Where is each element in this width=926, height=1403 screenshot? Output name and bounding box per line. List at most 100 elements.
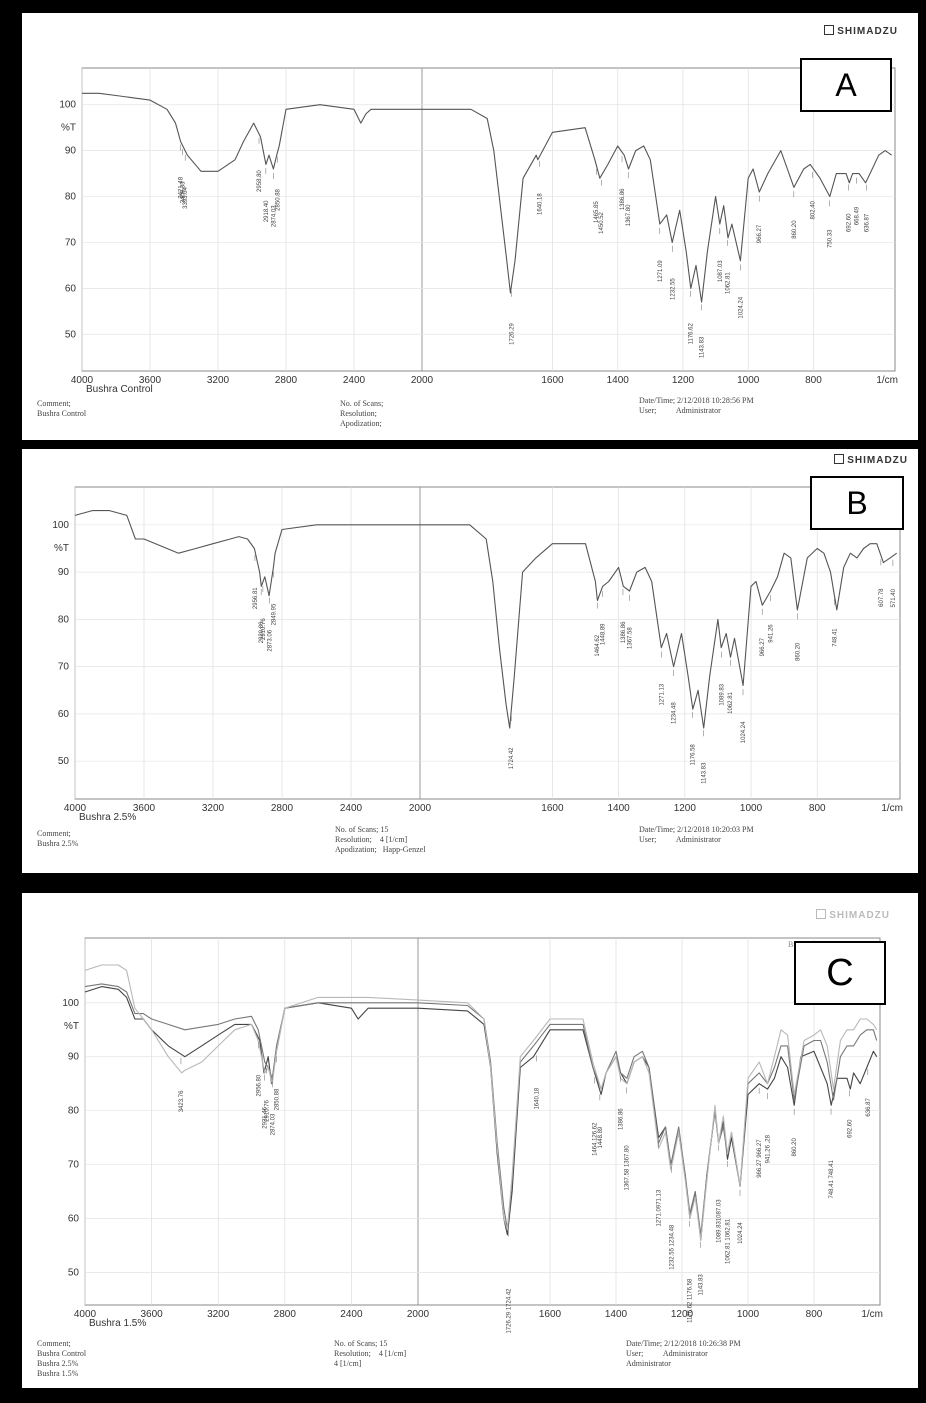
datetime-info-b: Date/Time; 2/12/2018 10:20:03 PM User; A…	[639, 825, 754, 844]
peak-label: 2849.95	[271, 603, 277, 625]
x-tick-label: 2400	[340, 803, 363, 814]
peak-label: 966.27	[760, 637, 766, 656]
peak-label: 1234.48	[671, 702, 677, 724]
y-axis-label: %T	[54, 543, 69, 554]
peak-label: 1724.42	[509, 747, 515, 769]
peak-label: 860.20	[792, 220, 798, 239]
peak-label: 2874.03	[271, 205, 277, 227]
peak-label: 802.40	[811, 200, 817, 219]
peak-label: 571.40	[891, 588, 897, 607]
peak-label: 1726.29	[509, 322, 515, 344]
spectrum-panel-c: SHIMADZU Bus 400036003200280024002000160…	[22, 893, 918, 1388]
x-tick-label: 2800	[271, 803, 294, 814]
peak-label: 2850.88	[275, 188, 281, 210]
spectrum-line-3	[84, 964, 878, 1241]
peak-label: 2850.88	[274, 1088, 280, 1110]
peak-label: 692.60	[847, 1119, 853, 1138]
peak-label: 1143.83	[699, 1274, 705, 1296]
x-tick-label: 1000	[740, 803, 763, 814]
peak-label: 607.78	[879, 588, 885, 607]
peak-label: 1024.24	[738, 1222, 744, 1244]
peak-label: 1232.55	[670, 278, 676, 300]
x-tick-label: 1200	[674, 803, 697, 814]
x-tick-label: 4000	[74, 1309, 97, 1320]
spectrum-line-1	[74, 510, 898, 729]
peak-label: 1640.18	[537, 193, 543, 215]
y-tick-label: 60	[65, 283, 77, 294]
y-tick-label: 80	[58, 614, 70, 625]
x-tick-label: 1400	[605, 1309, 628, 1320]
peak-label: 2874.03	[270, 1113, 276, 1135]
peak-label: 1143.83	[699, 336, 705, 358]
peak-label: 750.33	[828, 229, 834, 248]
peak-label: 966.27	[757, 224, 763, 243]
y-tick-label: 80	[65, 192, 77, 203]
peak-label: 1448.89	[598, 1126, 604, 1148]
y-axis-label: %T	[64, 1021, 79, 1032]
peak-label: 636.87	[865, 213, 871, 232]
peak-label: 2956.80	[257, 1074, 263, 1096]
peak-label: 2921.46	[263, 1106, 269, 1128]
spectrum-line-1	[82, 92, 893, 303]
peak-label: 1386.86	[618, 1108, 624, 1130]
peak-label: 1062.81	[728, 691, 734, 713]
ftir-chart-c: 4000 3600 3200 2800 2400 2000 1600 1400 1200 1000…	[62, 937, 883, 1334]
peak-label: 941.26	[768, 624, 774, 643]
x-tick-label: 1600	[541, 375, 564, 386]
peak-label: 1386.86	[620, 188, 626, 210]
peak-label: 1465.85	[594, 201, 600, 223]
peak-label: 1448.89	[600, 623, 606, 645]
peak-label: 1089.831087.03	[716, 1199, 722, 1243]
x-axis-unit: 1/cm	[876, 375, 898, 386]
x-axis-unit: 1/cm	[881, 803, 903, 814]
shimadzu-logo-icon	[816, 909, 827, 919]
x-tick-label: 2000	[411, 375, 434, 386]
peak-label: 2918.40	[264, 200, 270, 222]
x-tick-label: 2800	[275, 375, 298, 386]
sample-name-label: Bushra 1.5%	[89, 1318, 146, 1329]
peak-label: 2910.76	[261, 618, 267, 640]
peak-label: 1640.18	[535, 1087, 541, 1109]
peak-label: 748.41 748.41	[829, 1160, 835, 1199]
scan-info-b: No. of Scans; 15 Resolution; 4 [1/cm] Ap…	[335, 825, 426, 854]
datetime-info-a: Date/Time; 2/12/2018 10:28:56 PM User; A…	[639, 396, 754, 415]
peak-label: 1143.83	[701, 762, 707, 784]
sample-name-label: Bushra Control	[86, 384, 153, 395]
y-tick-label: 60	[68, 1214, 80, 1225]
y-tick-label: 100	[62, 998, 79, 1009]
x-tick-label: 1200	[671, 1309, 694, 1320]
x-tick-label: 2400	[343, 375, 366, 386]
peak-label: 1367.80	[626, 204, 632, 226]
y-axis-label: %T	[61, 123, 76, 134]
x-tick-label: 3200	[207, 1309, 230, 1320]
peak-label: 1176.58	[691, 744, 697, 766]
shimadzu-logo-icon	[824, 25, 835, 35]
peak-label: 2920.80	[259, 621, 265, 643]
peak-label: 1367.58	[627, 627, 633, 649]
y-tick-label: 60	[58, 709, 70, 720]
y-tick-label: 50	[58, 756, 70, 767]
y-tick-label: 50	[65, 329, 77, 340]
peak-label: 2910.76	[264, 1099, 270, 1121]
shimadzu-logo-icon	[834, 454, 845, 464]
x-tick-label: 2800	[274, 1309, 297, 1320]
sample-name-label: Bushra 2.5%	[79, 812, 136, 823]
x-tick-label: 1600	[539, 1309, 562, 1320]
y-tick-label: 90	[65, 146, 77, 157]
scan-info-c: No. of Scans; 15 Resolution; 4 [1/cm] 4 …	[334, 1339, 407, 1368]
comment-block-b: Comment; Bushra 2.5%	[37, 829, 79, 848]
plot-frame	[74, 486, 901, 800]
peak-label: 1087.03	[718, 260, 724, 282]
x-tick-label: 1400	[607, 375, 630, 386]
peak-label: 1271.09	[658, 260, 664, 282]
peak-label: 860.20	[792, 1137, 798, 1156]
spectrum-panel-b: SHIMADZU 4000 3600 3200 2800 2400 2000 1600 140…	[22, 449, 918, 873]
brand-label: SHIMADZU	[837, 26, 898, 37]
x-tick-label: 3600	[139, 375, 162, 386]
peak-label: 636.87	[866, 1098, 872, 1117]
x-tick-label: 2400	[340, 1309, 363, 1320]
spectrum-line-1	[84, 986, 878, 1241]
x-tick-label: 4000	[64, 803, 87, 814]
peak-label: 3393.04	[183, 186, 189, 208]
comment-block-a: Comment; Bushra Control	[37, 399, 87, 418]
